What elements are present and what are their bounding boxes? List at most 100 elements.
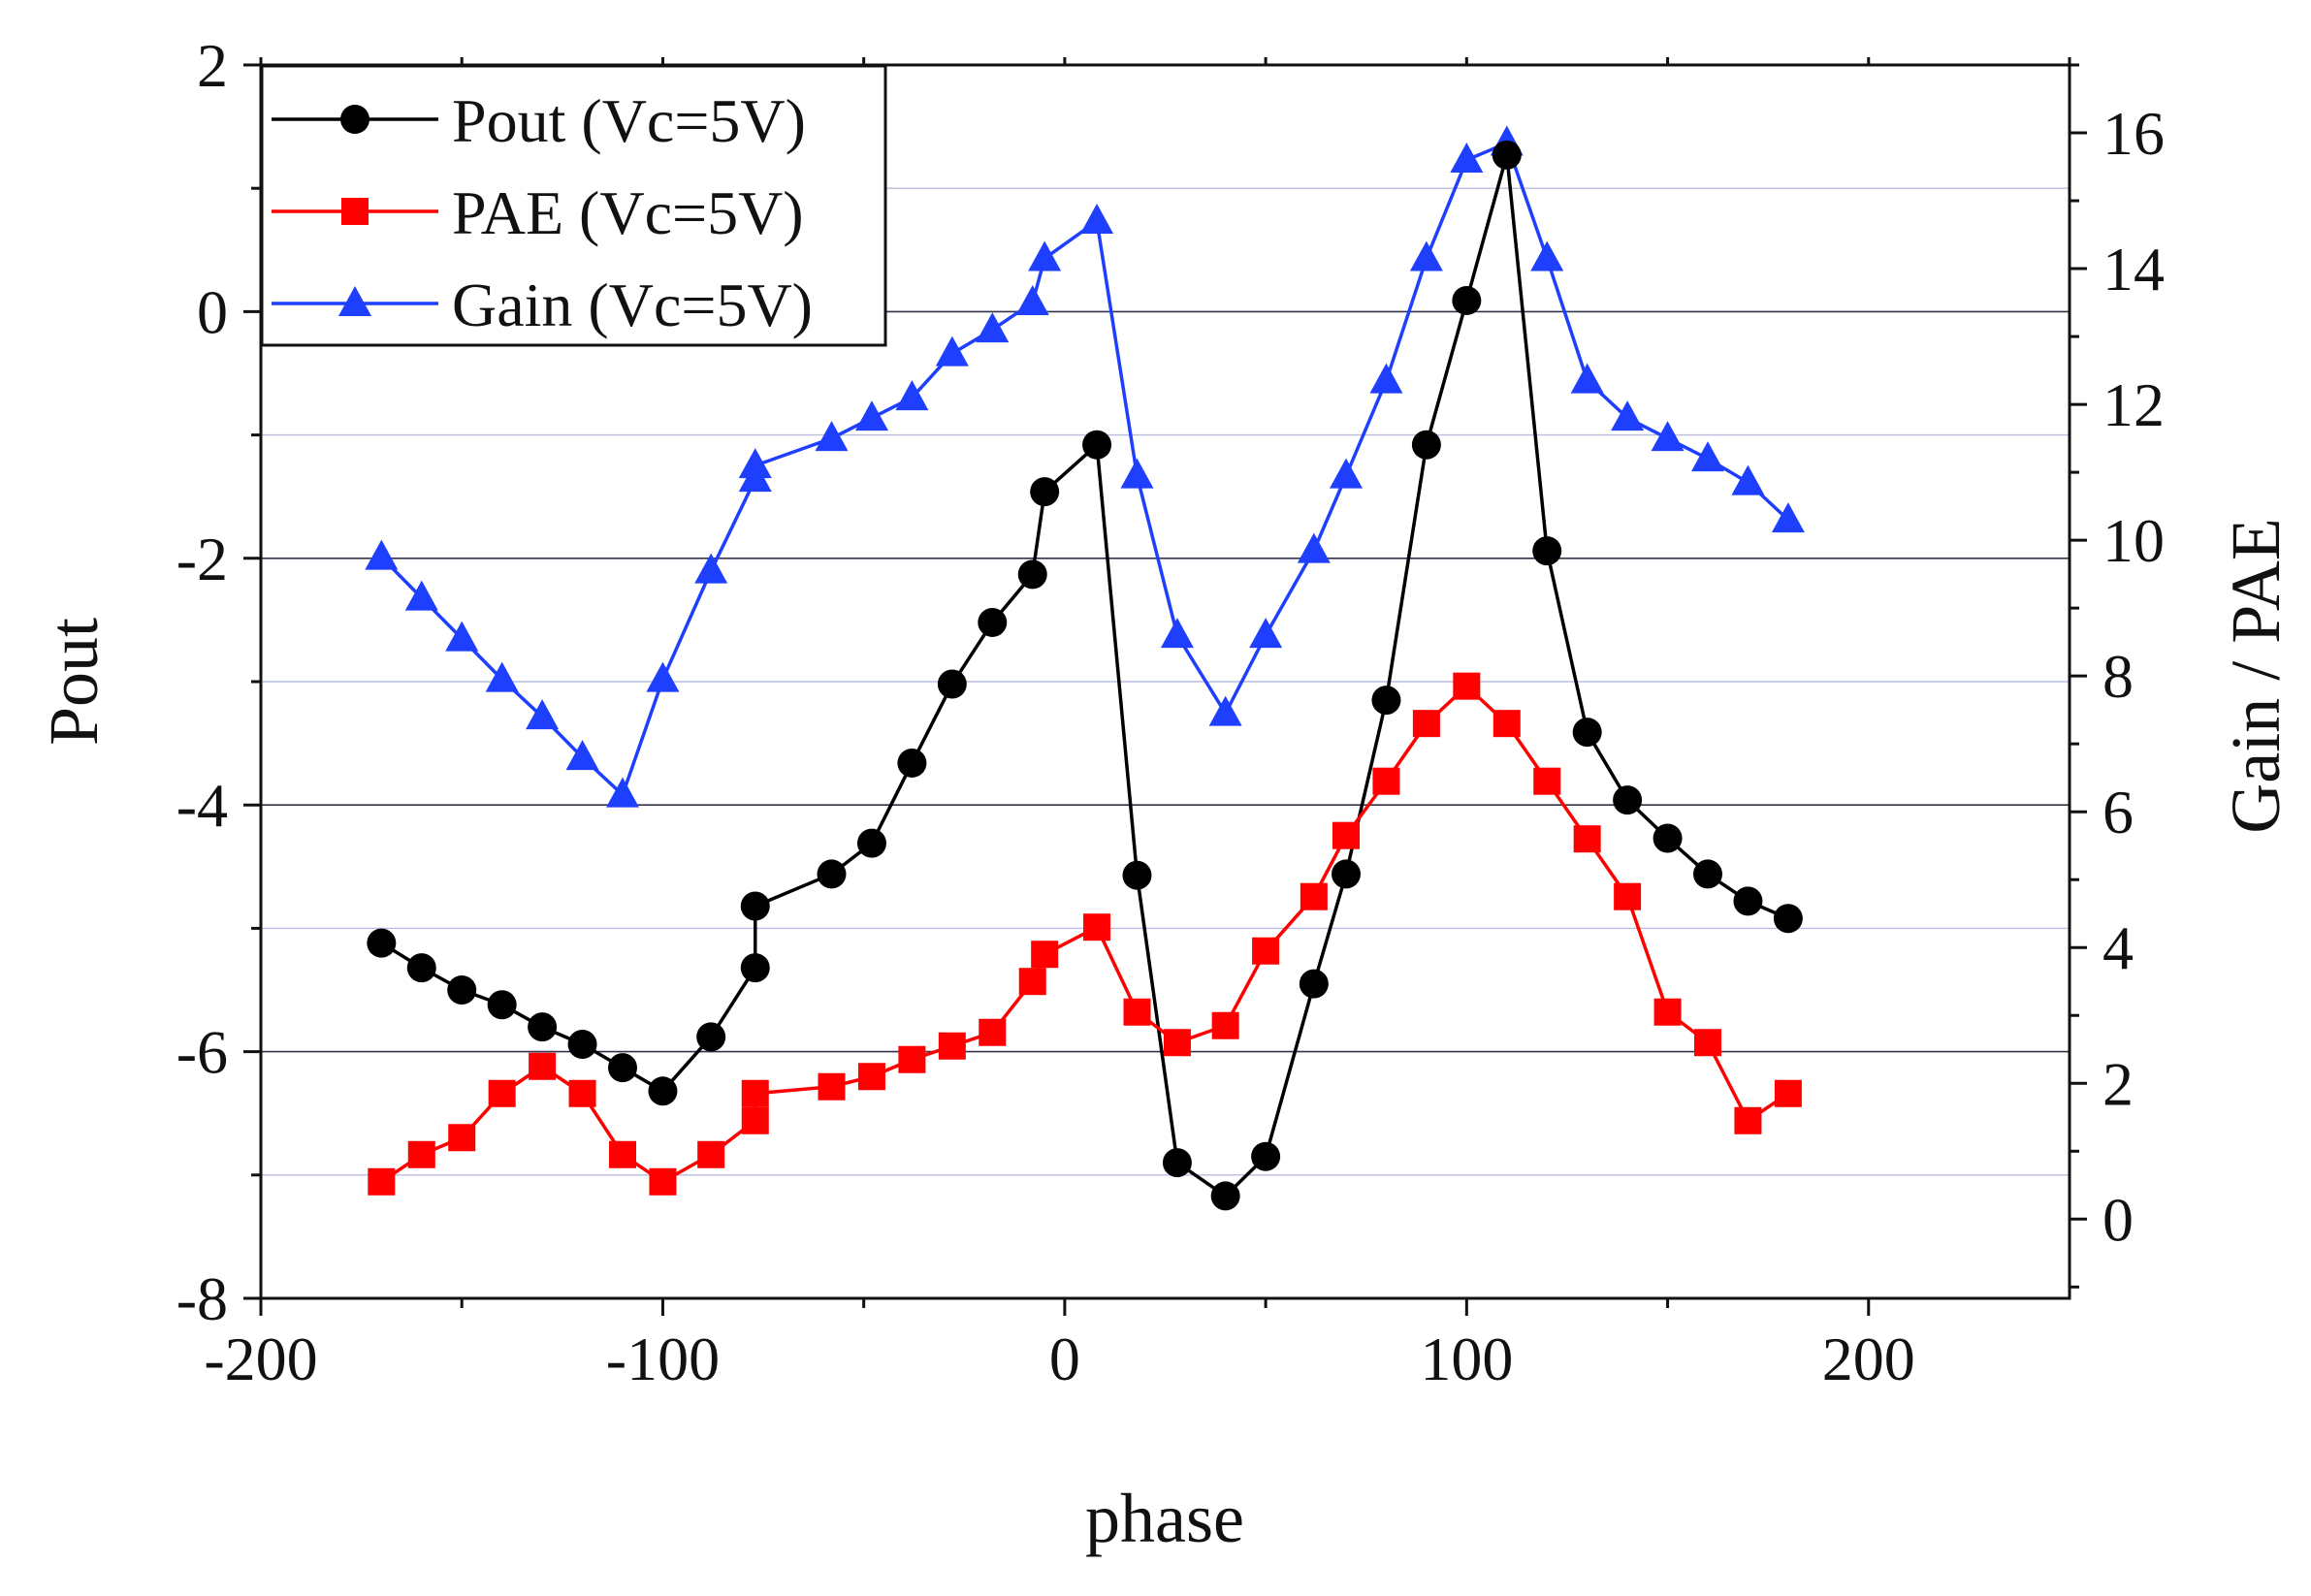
point-gain [1160, 618, 1194, 649]
point-gain [1249, 618, 1283, 649]
point-pout [406, 953, 436, 983]
point-pout [487, 990, 517, 1020]
legend-marker-pout [340, 105, 369, 134]
point-pout [1452, 285, 1482, 315]
point-pout [1411, 430, 1441, 460]
point-pae [1252, 937, 1280, 965]
y-tick-label: 0 [197, 277, 228, 346]
point-pae [1614, 882, 1642, 910]
point-gain [1330, 458, 1363, 489]
y-axis-left: -8 -6 -4 -2 0 2 [177, 31, 261, 1333]
y2-tick-label: 10 [2102, 506, 2165, 575]
y-axis-right: 0 2 4 6 8 10 12 14 16 [2070, 63, 2165, 1289]
point-gain [1369, 363, 1403, 394]
point-gain [1080, 204, 1114, 235]
point-gain [1570, 363, 1604, 394]
x-tick-label: 0 [1049, 1325, 1080, 1393]
point-gain [895, 380, 929, 411]
legend-item-gain: Gain (Vc=5V) [272, 271, 813, 339]
point-pae [649, 1167, 677, 1196]
point-pout [978, 607, 1008, 637]
point-pae [1163, 1029, 1191, 1057]
y2-tick-label: 8 [2102, 642, 2134, 711]
point-pae [568, 1079, 596, 1107]
point-gain [565, 740, 599, 771]
legend-marker-pae [341, 198, 369, 225]
point-gain [1450, 143, 1484, 174]
point-pae [1573, 825, 1601, 853]
legend-item-pae: PAE (Vc=5V) [272, 178, 804, 247]
legend-label-pout: Pout (Vc=5V) [452, 86, 806, 155]
point-pout [1017, 559, 1047, 590]
point-pout [1332, 859, 1361, 889]
point-pout [1122, 860, 1152, 890]
point-pae [898, 1045, 926, 1073]
y2-tick-label: 12 [2102, 370, 2165, 439]
point-pout [897, 748, 927, 778]
x-axis: -200 -100 0 100 200 [204, 57, 2071, 1393]
point-gain [365, 539, 399, 570]
point-pout [1773, 904, 1803, 934]
point-pae [1300, 882, 1328, 910]
point-pae [1653, 998, 1682, 1026]
y-tick-label: -6 [177, 1018, 228, 1087]
point-gain [1208, 695, 1242, 726]
y-tick-label: -2 [177, 525, 228, 593]
legend-marker-gain [338, 286, 371, 316]
point-gain [815, 421, 849, 452]
gridlines [261, 187, 2070, 1176]
series-pae [368, 672, 1802, 1196]
point-gain [976, 312, 1010, 343]
point-gain [1651, 421, 1685, 452]
point-gain [445, 621, 479, 652]
point-pae [368, 1167, 396, 1196]
point-pout [817, 859, 847, 889]
point-gain [738, 448, 772, 479]
point-gain [1028, 240, 1062, 271]
y-axis-label: Pout [35, 618, 112, 746]
point-pae [1211, 1011, 1239, 1039]
point-pout [1492, 140, 1522, 170]
point-pout [608, 1053, 637, 1083]
point-pout [1613, 785, 1643, 815]
point-pae [1694, 1029, 1721, 1057]
point-pae [1734, 1106, 1762, 1134]
point-gain [1771, 502, 1805, 533]
y2-tick-label: 2 [2102, 1049, 2134, 1118]
point-pae [609, 1140, 636, 1168]
point-pout [1371, 686, 1401, 716]
y2-tick-label: 4 [2102, 913, 2134, 982]
point-pae [818, 1072, 846, 1101]
point-gain [1530, 240, 1564, 271]
point-pae [1372, 767, 1400, 795]
series-pout [367, 140, 1803, 1211]
point-pae [1018, 968, 1046, 996]
point-gain [1731, 464, 1765, 495]
point-pout [528, 1012, 558, 1042]
x-tick-label: 200 [1822, 1325, 1915, 1393]
point-gain [1015, 285, 1049, 316]
point-pae [741, 1106, 769, 1134]
point-pout [648, 1076, 678, 1106]
legend-item-pout: Pout (Vc=5V) [272, 86, 806, 155]
point-pae [1533, 767, 1561, 795]
point-pae [1332, 821, 1360, 849]
point-pout [447, 975, 477, 1005]
point-pae [1453, 672, 1481, 700]
point-pae [979, 1018, 1007, 1046]
point-pae [741, 1079, 769, 1107]
point-gain [526, 699, 560, 730]
point-gain [606, 777, 639, 808]
point-gain [1691, 441, 1724, 472]
point-pout [740, 891, 770, 921]
y-tick-label: -8 [177, 1264, 228, 1333]
point-pae [1031, 941, 1059, 969]
legend-label-gain: Gain (Vc=5V) [452, 271, 813, 339]
series-group [365, 125, 1805, 1211]
point-pout [1733, 886, 1763, 916]
series-gain [365, 125, 1805, 808]
point-pae [1083, 913, 1111, 942]
point-pout [937, 669, 967, 699]
point-pae [938, 1032, 966, 1060]
